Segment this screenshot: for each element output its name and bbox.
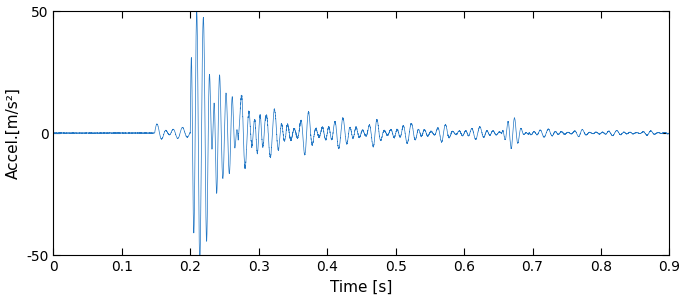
Y-axis label: Accel.[m/s²]: Accel.[m/s²] [5,87,21,179]
X-axis label: Time [s]: Time [s] [330,279,392,294]
